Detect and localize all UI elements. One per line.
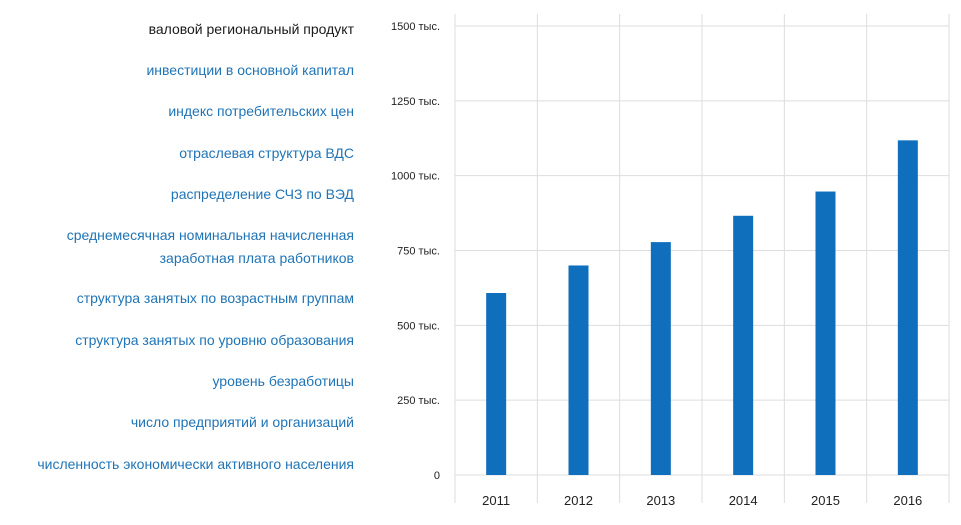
y-axis-tick-labels: 0 250 тыс. 500 тыс. 750 тыс. 1000 тыс. 1250 т… bbox=[391, 21, 440, 482]
indicator-menu: валовой региональный продукт инвестиции в… bbox=[0, 0, 362, 525]
menu-item-label: отраслевая структура ВДС bbox=[179, 145, 354, 161]
bar-2011 bbox=[486, 293, 507, 475]
y-tick-label: 1000 тыс. bbox=[391, 171, 440, 183]
menu-item-3[interactable]: отраслевая структура ВДС bbox=[179, 142, 354, 165]
y-tick-label: 250 тыс. bbox=[397, 395, 440, 407]
menu-item-4[interactable]: распределение СЧЗ по ВЭД bbox=[171, 183, 354, 206]
menu-item-2[interactable]: индекс потребительских цен bbox=[168, 100, 354, 123]
bar-2016 bbox=[897, 140, 918, 475]
y-tick-label: 1500 тыс. bbox=[391, 21, 440, 33]
menu-item-1[interactable]: инвестиции в основной капитал bbox=[146, 59, 354, 82]
y-tick-label: 1250 тыс. bbox=[391, 96, 440, 108]
x-axis-tick-labels: 2011 2012 2013 2014 2015 2016 bbox=[482, 493, 922, 508]
menu-item-7[interactable]: структура занятых по уровню образования bbox=[75, 329, 354, 352]
grid-lines bbox=[454, 14, 950, 503]
menu-item-label: число предприятий и организаций bbox=[130, 414, 354, 430]
x-tick-label: 2016 bbox=[893, 493, 922, 508]
bars bbox=[486, 140, 918, 476]
y-tick-label: 500 тыс. bbox=[397, 320, 440, 332]
bar-2015 bbox=[815, 191, 836, 476]
bar-chart: 0 250 тыс. 500 тыс. 750 тыс. 1000 тыс. 1250 т… bbox=[391, 14, 950, 508]
menu-item-label: распределение СЧЗ по ВЭД bbox=[170, 186, 354, 202]
menu-item-label: численность экономически активного насел… bbox=[37, 456, 354, 472]
menu-item-label: среднемесячная номинальная начисленная bbox=[66, 227, 354, 243]
bar-2013 bbox=[650, 242, 671, 475]
menu-item-label: уровень безработицы bbox=[212, 373, 354, 389]
x-tick-label: 2012 bbox=[564, 493, 593, 508]
y-tick-label: 0 bbox=[434, 470, 440, 482]
menu-item-label: валовой региональный продукт bbox=[148, 21, 354, 37]
x-tick-label: 2011 bbox=[482, 493, 510, 508]
menu-item-5[interactable]: среднемесячная номинальная начисленная за… bbox=[67, 224, 354, 270]
menu-item-8[interactable]: уровень безработицы bbox=[212, 370, 354, 393]
menu-item-label: инвестиции в основной капитал bbox=[146, 62, 354, 78]
x-tick-label: 2013 bbox=[646, 493, 675, 508]
menu-item-9[interactable]: число предприятий и организаций bbox=[131, 411, 354, 434]
menu-item-label: структура занятых по уровню образования bbox=[75, 332, 354, 348]
bar-2014 bbox=[733, 215, 754, 475]
y-tick-label: 750 тыс. bbox=[397, 246, 440, 258]
menu-item-label: индекс потребительских цен bbox=[168, 103, 354, 119]
menu-item-label: заработная плата работников bbox=[159, 250, 354, 266]
bar-2012 bbox=[568, 265, 589, 475]
menu-item-label: структура занятых по возрастным группам bbox=[76, 290, 354, 306]
x-tick-label: 2015 bbox=[811, 493, 840, 508]
menu-item-6[interactable]: структура занятых по возрастным группам bbox=[77, 287, 354, 310]
menu-item-10[interactable]: численность экономически активного насел… bbox=[37, 453, 354, 476]
x-tick-label: 2014 bbox=[729, 493, 758, 508]
menu-item-0[interactable]: валовой региональный продукт bbox=[149, 18, 354, 41]
